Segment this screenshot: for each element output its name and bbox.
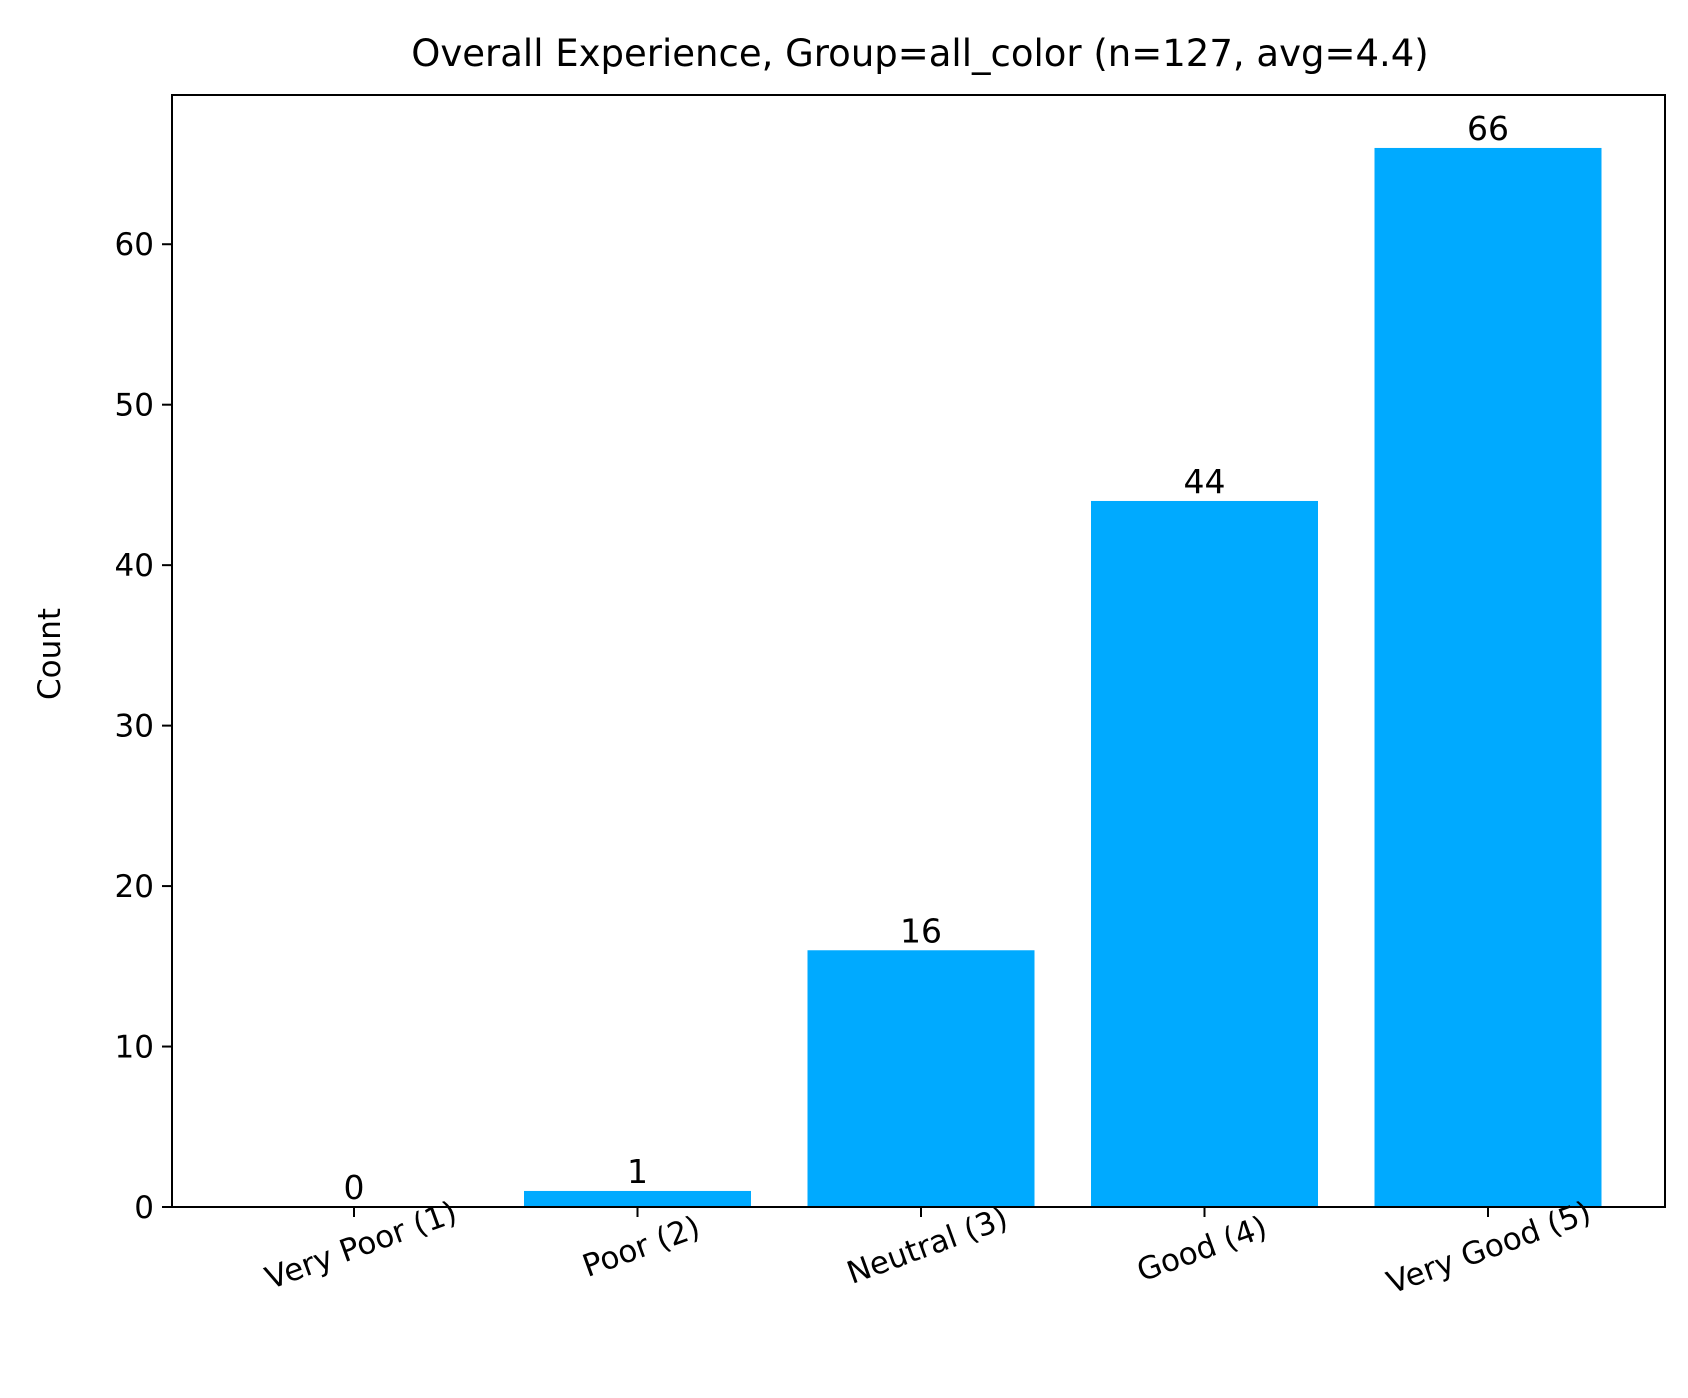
y-tick-label: 10 xyxy=(115,1030,154,1066)
y-tick-label: 0 xyxy=(134,1190,154,1226)
data-label: 44 xyxy=(1184,462,1226,501)
data-labels-group: 0 1 16 44 66 xyxy=(344,109,1510,1207)
data-label: 1 xyxy=(627,1152,648,1191)
bar xyxy=(1091,500,1318,1207)
data-label: 66 xyxy=(1467,109,1509,148)
bar xyxy=(807,950,1035,1207)
bar xyxy=(524,1190,751,1207)
y-tick-label: 30 xyxy=(115,709,154,745)
y-axis-label: Count xyxy=(32,608,68,700)
y-tick-label: 40 xyxy=(115,548,154,584)
chart-title: Overall Experience, Group=all_color (n=1… xyxy=(411,32,1428,75)
y-tick-label: 20 xyxy=(115,869,154,905)
bars-group xyxy=(524,147,1602,1207)
y-axis: 0 10 20 30 40 50 60 xyxy=(115,227,172,1226)
data-label: 16 xyxy=(900,911,942,950)
plot-frame xyxy=(171,94,1666,1208)
data-label: 0 xyxy=(344,1168,365,1207)
y-tick-label: 60 xyxy=(115,227,154,263)
bar xyxy=(1374,147,1602,1207)
y-tick-label: 50 xyxy=(115,388,154,424)
